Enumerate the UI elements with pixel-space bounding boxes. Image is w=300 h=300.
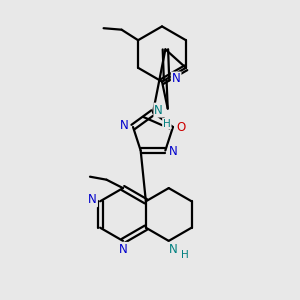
Text: O: O [177,121,186,134]
Text: N: N [120,119,129,132]
Text: N: N [172,73,181,85]
Text: H: H [163,118,171,129]
Text: N: N [118,243,127,256]
Text: N: N [88,193,97,206]
Text: N: N [169,146,178,158]
Text: N: N [169,243,178,256]
Text: N: N [154,103,163,117]
Text: H: H [182,250,189,260]
